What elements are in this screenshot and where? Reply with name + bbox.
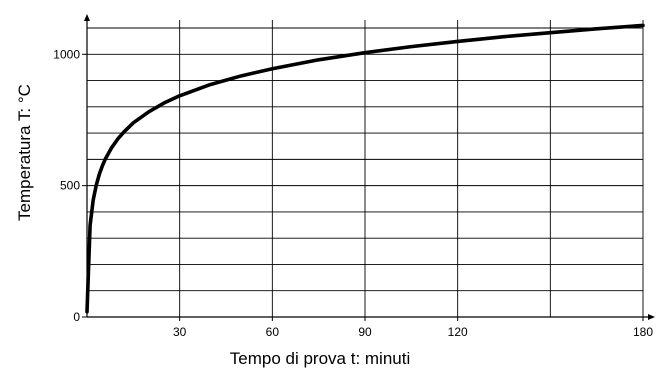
series-layer — [85, 23, 645, 314]
y-tick-label: 0 — [73, 310, 80, 324]
y-tick-label: 500 — [60, 179, 80, 193]
tick-labels: 0 500 1000 30 60 90 120 180 — [53, 47, 653, 339]
y-axis-title: Temperatura T: °C — [15, 84, 34, 221]
x-axis-title: Tempo di prova t: minuti — [230, 349, 410, 368]
x-axis-arrow — [648, 314, 655, 320]
y-axis-arrow — [84, 14, 90, 21]
x-tick-label: 30 — [173, 325, 187, 339]
x-tick-label: 120 — [448, 325, 468, 339]
x-tick-label: 60 — [266, 325, 280, 339]
x-tick-label: 180 — [633, 325, 653, 339]
axes — [82, 14, 655, 321]
temperature-curve — [85, 23, 645, 314]
y-tick-label: 1000 — [53, 47, 80, 61]
grid — [87, 20, 644, 317]
x-tick-label: 90 — [358, 325, 372, 339]
